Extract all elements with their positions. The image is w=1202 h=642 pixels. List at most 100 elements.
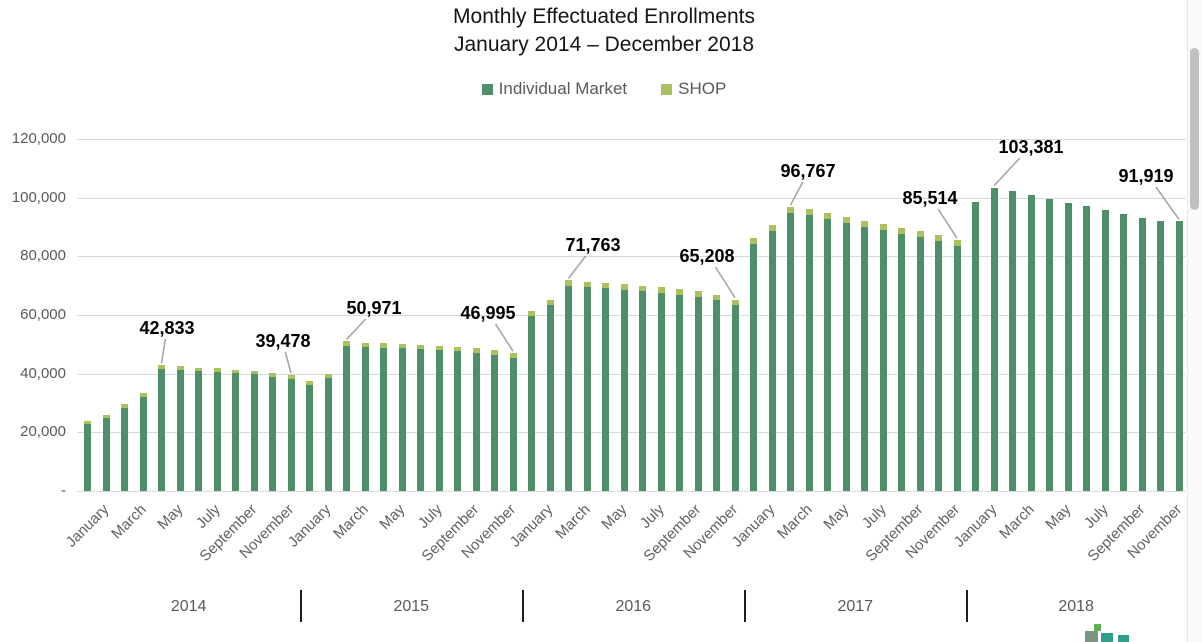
bar-segment-shop <box>491 350 498 355</box>
data-label-annotation: 103,381 <box>998 137 1064 157</box>
bar-segment-individual-market <box>250 374 258 491</box>
y-axis-tick-label: 60,000 <box>20 306 66 323</box>
bar-2016-January <box>528 310 535 491</box>
bar-segment-individual-market <box>639 291 646 491</box>
bar-segment-individual-market <box>1083 206 1090 491</box>
x-axis-year-label-2017: 2017 <box>837 598 874 615</box>
bar-2016-September <box>676 289 683 491</box>
annotation-leader-line <box>160 338 167 364</box>
bar-2017-August <box>879 224 887 491</box>
bar-2017-January <box>750 237 757 491</box>
bar-segment-shop <box>842 217 850 224</box>
bar-2018-June <box>1064 202 1072 491</box>
bar-2016-August <box>657 287 665 491</box>
vertical-scrollbar-track[interactable] <box>1187 0 1202 642</box>
bar-segment-individual-market <box>121 407 128 491</box>
brand-logo-block-icon <box>1094 624 1101 631</box>
bar-segment-individual-market <box>528 316 535 491</box>
bar-segment-shop <box>528 310 535 317</box>
bar-segment-individual-market <box>361 346 369 491</box>
vertical-scrollbar-thumb[interactable] <box>1190 48 1199 210</box>
bar-segment-shop <box>176 366 184 370</box>
chart-legend: Individual Market SHOP <box>0 79 1202 99</box>
bar-2016-April <box>583 281 591 491</box>
bar-2018-November <box>1157 220 1164 491</box>
bar-2015-June <box>398 344 406 491</box>
bar-segment-individual-market <box>935 240 942 491</box>
bar-2015-July <box>417 344 424 491</box>
bar-2015-April <box>361 342 369 491</box>
bar-segment-individual-market <box>620 289 628 491</box>
bar-2014-April <box>139 393 147 491</box>
x-axis-year-label-2015: 2015 <box>393 598 430 615</box>
chart-title-line1: Monthly Effectuated Enrollments <box>453 5 755 28</box>
bar-2015-January <box>306 381 313 491</box>
bar-segment-shop <box>121 404 128 408</box>
bar-2016-November <box>713 294 720 491</box>
bar-segment-individual-market <box>139 396 147 491</box>
bar-segment-individual-market <box>972 201 979 491</box>
bar-segment-shop <box>380 343 387 348</box>
bar-2014-September <box>232 369 239 491</box>
bar-segment-individual-market <box>102 418 110 491</box>
bar-2014-December <box>287 375 295 491</box>
bar-segment-individual-market <box>435 350 443 491</box>
bar-2017-May <box>824 212 831 491</box>
bar-segment-shop <box>898 228 905 235</box>
bar-segment-individual-market <box>1027 195 1035 491</box>
bar-2015-May <box>380 343 387 491</box>
bar-segment-individual-market <box>269 376 276 491</box>
data-label-annotation: 42,833 <box>139 318 195 338</box>
chart-title-line2: January 2014 – December 2018 <box>453 33 755 56</box>
y-gridline <box>77 491 1186 492</box>
y-gridline <box>77 373 1186 375</box>
bar-2018-July <box>1083 206 1090 491</box>
bar-2015-February <box>324 373 332 491</box>
bar-2018-May <box>1046 199 1053 491</box>
bar-segment-individual-market <box>565 286 572 491</box>
bar-segment-individual-market <box>84 424 91 491</box>
x-axis-month-label-2017-May: May <box>820 501 853 534</box>
bar-segment-shop <box>398 344 406 349</box>
bar-2015-October <box>472 348 480 491</box>
bar-2018-October <box>1138 218 1146 491</box>
bar-segment-individual-market <box>398 348 406 491</box>
bar-segment-shop <box>953 240 961 247</box>
bar-segment-shop <box>676 289 683 296</box>
bar-segment-individual-market <box>787 213 794 491</box>
bar-2014-June <box>176 366 184 491</box>
year-separator-tick <box>966 590 969 622</box>
bar-segment-individual-market <box>491 354 498 491</box>
bar-segment-shop <box>195 367 202 372</box>
annotation-leader-line <box>937 208 958 239</box>
bar-2018-April <box>1027 195 1035 491</box>
data-label-annotation: 65,208 <box>679 246 735 266</box>
x-axis-month-label-2014-January: January <box>62 501 113 551</box>
bar-segment-individual-market <box>380 347 387 491</box>
x-axis-year-label-2018: 2018 <box>1058 598 1094 615</box>
bar-segment-shop <box>583 281 591 288</box>
bar-segment-shop <box>787 207 794 213</box>
chart-title: Monthly Effectuated Enrollments January … <box>0 3 1202 59</box>
annotation-leader-line <box>284 351 292 374</box>
bar-2017-September <box>898 228 905 491</box>
x-axis-month-label-2015-July: July <box>414 501 446 532</box>
x-axis-month-label-2014-May: May <box>154 501 187 534</box>
bar-segment-individual-market <box>1175 221 1183 491</box>
y-gridline <box>77 139 1186 140</box>
y-gridline <box>77 197 1186 199</box>
bar-segment-shop <box>805 209 813 216</box>
x-axis-month-label-2018-March: March <box>996 501 1038 543</box>
bar-2018-January <box>972 201 979 491</box>
bar-segment-shop <box>750 237 757 244</box>
bar-segment-shop <box>657 287 665 293</box>
bar-segment-individual-market <box>916 236 924 491</box>
bar-2017-December <box>953 240 961 491</box>
year-separator-tick <box>744 590 747 622</box>
bar-segment-individual-market <box>1157 220 1164 491</box>
x-axis-month-label-2018-May: May <box>1042 501 1075 534</box>
x-axis-month-label-2015-March: March <box>330 501 372 543</box>
legend-item-shop: SHOP <box>661 79 726 99</box>
bar-2016-July <box>639 285 646 491</box>
bar-segment-individual-market <box>824 218 831 491</box>
